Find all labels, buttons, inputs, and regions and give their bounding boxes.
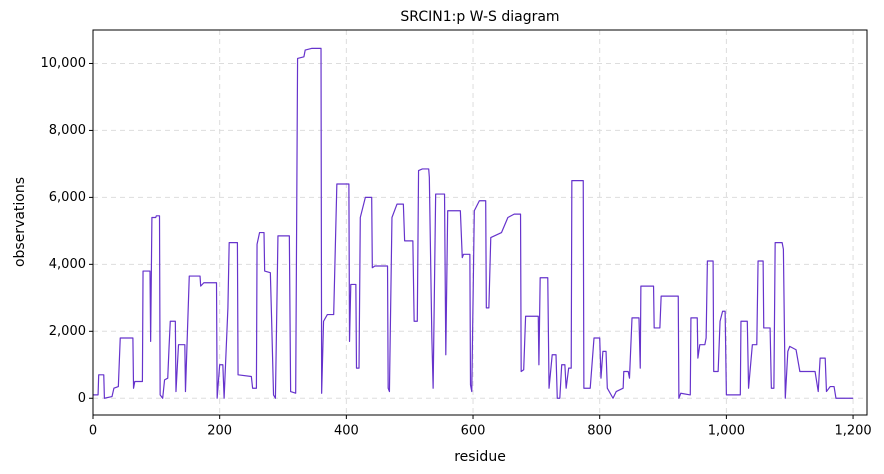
x-tick-label: 0 bbox=[89, 424, 97, 439]
data-line bbox=[93, 47, 854, 399]
y-tick-label: 10,000 bbox=[41, 56, 87, 71]
y-tick-label: 2,000 bbox=[49, 324, 86, 339]
y-tick-label: 6,000 bbox=[49, 190, 86, 205]
y-tick-label: 4,000 bbox=[49, 257, 86, 272]
x-tick-label: 200 bbox=[207, 424, 232, 439]
x-tick-label: 1,000 bbox=[708, 424, 745, 439]
x-axis-label: residue bbox=[454, 449, 506, 465]
y-tick-label: 8,000 bbox=[49, 123, 86, 138]
plot-frame bbox=[92, 29, 868, 416]
x-tick-label: 400 bbox=[334, 424, 359, 439]
x-tick-label: 600 bbox=[461, 424, 486, 439]
y-axis-label: observations bbox=[12, 177, 28, 267]
y-tick-label: 0 bbox=[78, 391, 86, 406]
x-tick-label: 800 bbox=[587, 424, 612, 439]
chart-title: SRCIN1:p W-S diagram bbox=[400, 9, 559, 25]
x-tick-label: 1,200 bbox=[834, 424, 871, 439]
